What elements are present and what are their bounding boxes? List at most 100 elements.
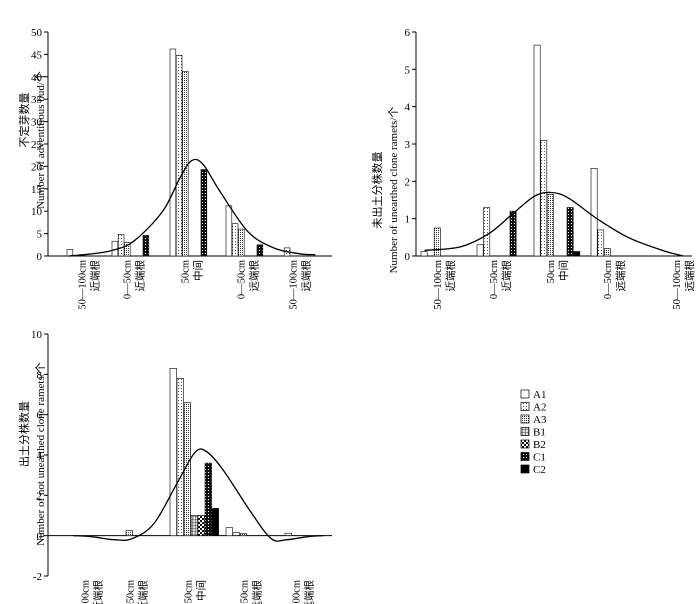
category-label-bottom: 近端根 — [92, 580, 105, 604]
category-label-bottom: 远端根 — [251, 580, 264, 604]
bar-a1 — [169, 367, 177, 536]
y-tick-label: 15 — [31, 184, 43, 196]
bar-a3 — [546, 194, 554, 257]
bar-a2 — [284, 532, 292, 536]
legend-swatch-b2 — [520, 439, 530, 449]
category-label: 0—50cm 远端根 — [237, 260, 261, 300]
legend-label-a1: A1 — [533, 389, 546, 401]
category-label-top: 50cm — [181, 260, 192, 283]
category-label: 50cm 中间 — [546, 260, 570, 283]
panel-1-y-ticks: 0 5 10 15 20 25 30 35 40 45 50 — [31, 27, 48, 263]
bar-c1 — [566, 207, 574, 257]
panel-3-categories: 50—100cm近端根0—50cm近端根50cm中间0—50cm远端根50—10… — [81, 580, 316, 604]
y-tick-label: 10 — [31, 329, 43, 341]
y-tick-label: 35 — [31, 94, 43, 106]
y-tick-label: 0 — [37, 251, 43, 263]
y-tick-label: -2 — [33, 571, 42, 583]
category-label: 0—50cm 近端根 — [489, 260, 513, 300]
category-label: 0—50cm 近端根 — [126, 580, 150, 604]
bar-a2 — [483, 207, 491, 257]
category-label: 0—50cm 远端根 — [603, 260, 627, 300]
y-tick-label: 20 — [31, 161, 43, 173]
legend-swatch-c2 — [520, 464, 530, 474]
legend-label-b2: B2 — [533, 439, 546, 451]
fitted-curve — [68, 158, 316, 257]
panel-1-ylabel-cn: 不定芽数量 — [17, 93, 31, 148]
category-label-top: 0—50cm — [123, 260, 134, 299]
bar-c1 — [509, 210, 517, 257]
bar-a2 — [231, 223, 239, 257]
bar-a1 — [533, 44, 541, 257]
bar-a3 — [603, 248, 611, 257]
y-tick-label: 0 — [37, 531, 43, 543]
panel-3-bars — [125, 367, 292, 537]
category-label: 0—50cm 近端根 — [123, 260, 147, 300]
category-label-top: 0—50cm — [237, 260, 248, 299]
legend-label-a3: A3 — [533, 414, 547, 426]
y-tick-label: 40 — [31, 72, 43, 84]
panel-2-y-ticks: 0 1 2 3 4 5 6 — [405, 27, 416, 263]
category-label-top: 50—100cm — [289, 260, 300, 310]
panel-1-axes — [47, 32, 332, 257]
bar-c2 — [211, 508, 219, 536]
category-label-bottom: 近端根 — [444, 260, 457, 292]
y-tick-label: 45 — [31, 49, 43, 61]
bar-a1 — [225, 205, 233, 257]
bar-b1 — [190, 515, 198, 537]
category-label-bottom: 远端根 — [683, 260, 696, 292]
panel-3-y-ticks: -2 0 2 4 6 8 10 — [31, 329, 48, 583]
bar-a1 — [590, 168, 598, 257]
panel-1-bars — [66, 48, 291, 257]
legend-swatch-b1 — [520, 427, 530, 436]
panel-2-bars — [420, 44, 611, 257]
legend-swatch-a2 — [520, 402, 530, 411]
panel-2-ylabel-cn: 未出土分株数量 — [370, 152, 384, 229]
bar-b2 — [197, 515, 205, 537]
bar-a3 — [182, 71, 189, 257]
y-tick-label: 10 — [31, 206, 43, 218]
panel-2-ylabel-en: Number of unearthed clone ramets/个 — [387, 107, 400, 274]
legend-swatch-c1 — [520, 452, 530, 461]
category-label-top: 0—50cm — [240, 580, 251, 604]
y-tick-label: 2 — [37, 490, 43, 502]
panel-1-curve-layer — [68, 158, 316, 257]
category-label-bottom: 近端根 — [137, 580, 150, 604]
category-label-top: 50—100cm — [433, 260, 444, 310]
bar-a2 — [597, 229, 605, 257]
panel-2-axes — [415, 32, 692, 257]
y-tick-label: 5 — [405, 64, 411, 76]
y-tick-label: 4 — [405, 102, 411, 114]
legend-label-c2: C2 — [533, 464, 546, 476]
category-label-top: 0—50cm — [126, 580, 137, 604]
category-label-bottom: 近端根 — [89, 260, 102, 292]
bar-a2 — [232, 532, 240, 536]
bar-c1 — [256, 244, 264, 257]
category-label-top: 50cm — [184, 580, 195, 603]
bar-a1 — [169, 48, 177, 257]
panel-3-ylabel-en: Number of not unearthed clone ramets/个 — [34, 362, 47, 546]
bar-a2 — [176, 378, 184, 536]
category-label-bottom: 中间 — [192, 260, 205, 281]
category-label-top: 50—100cm — [672, 260, 683, 310]
fitted-curve — [424, 191, 684, 257]
y-tick-label: 30 — [31, 117, 43, 129]
bar-a1 — [420, 251, 428, 257]
category-label-bottom: 中间 — [195, 580, 208, 601]
category-label-bottom: 近端根 — [134, 260, 147, 292]
y-tick-label: 50 — [31, 27, 43, 39]
bar-c2 — [573, 251, 581, 257]
y-tick-label: 5 — [37, 229, 43, 241]
bar-a2 — [175, 54, 183, 257]
legend-label-c1: C1 — [533, 452, 546, 464]
panel-3-ylabel-cn: 出土分株数量 — [17, 401, 31, 467]
panel-2-categories: 50—100cm 近端根 0—50cm 近端根 50cm 中间 0—50cm 远端根 50—10… — [433, 260, 696, 310]
bar-a3 — [124, 242, 131, 257]
bar-a1 — [476, 244, 484, 257]
